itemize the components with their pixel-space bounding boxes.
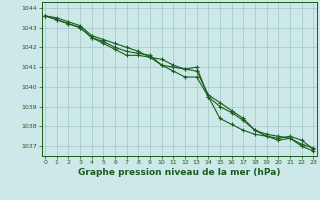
- X-axis label: Graphe pression niveau de la mer (hPa): Graphe pression niveau de la mer (hPa): [78, 168, 280, 177]
